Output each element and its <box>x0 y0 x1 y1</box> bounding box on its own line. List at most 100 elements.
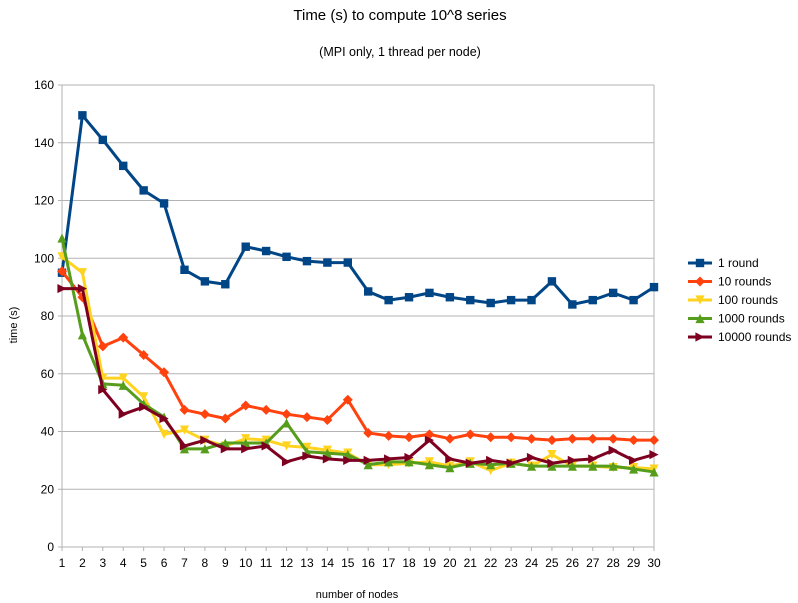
data-point-10-rounds <box>281 409 292 420</box>
legend-item-10-rounds: 10 rounds <box>688 275 771 289</box>
data-point-1000-rounds <box>608 461 618 471</box>
data-point-10-rounds <box>261 404 272 415</box>
x-tick-label: 17 <box>382 556 396 570</box>
x-tick-label: 28 <box>606 556 620 570</box>
chart-subtitle: (MPI only, 1 thread per node) <box>319 45 481 59</box>
data-point-1000-rounds <box>363 460 373 470</box>
y-tick-label: 120 <box>34 194 54 208</box>
x-tick-label: 29 <box>627 556 641 570</box>
x-tick-label: 8 <box>202 556 209 570</box>
x-tick-label: 12 <box>280 556 294 570</box>
data-point-100-rounds <box>77 268 88 278</box>
x-tick-label: 23 <box>504 556 518 570</box>
data-point-10-rounds <box>546 435 557 446</box>
x-tick-label: 2 <box>79 556 86 570</box>
data-point-10-rounds <box>159 367 170 378</box>
data-point-10-rounds <box>383 430 394 441</box>
data-point-10-rounds <box>240 400 251 411</box>
series-line-10000-rounds <box>62 287 655 465</box>
data-point-1-round <box>486 298 495 308</box>
legend: 1 round 10 rounds 100 rounds 1000 rounds 100… <box>688 256 791 344</box>
data-point-1-round <box>159 199 169 208</box>
x-tick-label: 19 <box>423 556 437 570</box>
data-point-1-round <box>364 287 373 296</box>
data-point-10-rounds <box>628 435 639 446</box>
data-point-10000-rounds <box>98 385 108 395</box>
data-point-10-rounds <box>444 433 455 444</box>
series-1-round <box>57 111 659 309</box>
data-point-10000-rounds <box>322 454 332 464</box>
legend-item-100-rounds: 100 rounds <box>688 293 778 307</box>
legend-marker <box>695 295 705 305</box>
data-point-10-rounds <box>301 412 312 423</box>
data-point-10000-rounds <box>57 283 67 294</box>
data-point-10-rounds <box>199 409 210 420</box>
y-tick-label: 20 <box>41 482 55 496</box>
data-point-10000-rounds <box>649 450 659 460</box>
y-tick-label: 140 <box>34 136 54 150</box>
data-point-1-round <box>466 295 475 305</box>
data-point-10000-rounds <box>77 283 88 294</box>
data-point-10-rounds <box>57 266 67 277</box>
legend-label: 1000 rounds <box>718 312 785 326</box>
x-tick-label: 22 <box>484 556 498 570</box>
legend-marker <box>695 258 705 268</box>
data-point-10-rounds <box>138 349 149 360</box>
x-tick-label: 6 <box>161 556 168 570</box>
data-point-1-round <box>629 295 638 305</box>
series-10000-rounds <box>57 283 659 468</box>
data-point-1000-rounds <box>588 461 598 471</box>
data-point-10-rounds <box>465 429 476 440</box>
series-layer <box>57 111 659 477</box>
data-point-10-rounds <box>485 432 496 443</box>
x-tick-label: 21 <box>464 556 478 570</box>
data-point-1-round <box>527 295 536 305</box>
data-point-1-round <box>404 293 414 302</box>
data-point-10000-rounds <box>445 454 455 464</box>
x-tick-label: 4 <box>120 556 127 570</box>
data-point-1-round <box>649 282 659 292</box>
x-tick-label: 3 <box>99 556 106 570</box>
data-point-10000-rounds <box>118 409 128 419</box>
data-point-1000-rounds <box>322 448 332 458</box>
y-tick-label: 160 <box>34 78 54 92</box>
legend-label: 1 round <box>718 256 759 270</box>
grid <box>58 84 654 548</box>
data-point-10-rounds <box>608 433 619 444</box>
data-point-1000-rounds <box>118 380 128 390</box>
x-tick-label: 16 <box>362 556 376 570</box>
data-point-10-rounds <box>220 413 231 424</box>
data-point-100-rounds <box>139 392 149 402</box>
x-tick-label: 13 <box>300 556 314 570</box>
data-point-10000-rounds <box>486 455 496 465</box>
data-point-10-rounds <box>404 432 415 443</box>
data-point-10000-rounds <box>139 402 149 412</box>
data-point-10000-rounds <box>179 441 190 451</box>
data-point-10-rounds <box>526 433 537 444</box>
x-tick-label: 9 <box>222 556 229 570</box>
data-point-10000-rounds <box>241 444 251 454</box>
data-point-10-rounds <box>322 414 333 425</box>
data-point-1-round <box>343 258 352 267</box>
data-point-10000-rounds <box>608 445 618 455</box>
data-point-1-round <box>568 300 577 309</box>
x-tick-label: 25 <box>545 556 559 570</box>
data-point-1-round <box>384 295 393 305</box>
chart-title: Time (s) to compute 10^8 series <box>293 7 506 24</box>
data-point-1000-rounds <box>404 457 414 467</box>
x-tick-label: 1 <box>59 556 66 570</box>
series-line-1-round <box>60 113 655 306</box>
legend-label: 10 rounds <box>718 275 771 289</box>
data-point-1-round <box>78 111 87 120</box>
x-tick-label: 30 <box>647 556 661 570</box>
data-point-1000-rounds <box>526 461 537 471</box>
data-point-1000-rounds <box>220 438 230 448</box>
x-tick-label: 7 <box>181 556 188 570</box>
y-tick-label: 60 <box>41 367 55 381</box>
data-point-10-rounds <box>587 433 598 444</box>
data-point-10-rounds <box>567 433 578 444</box>
data-point-1-round <box>200 277 210 286</box>
x-tick-label: 5 <box>140 556 147 570</box>
